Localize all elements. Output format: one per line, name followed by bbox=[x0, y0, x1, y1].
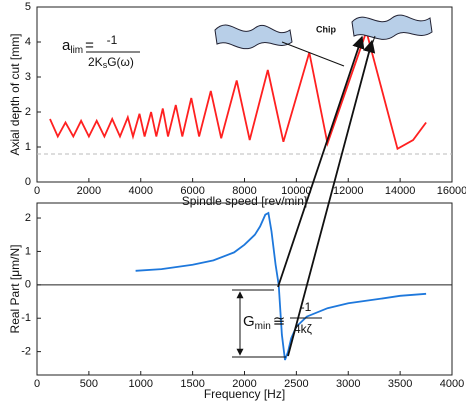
x-tick-label: 10000 bbox=[281, 185, 312, 197]
x-tick-label: 14000 bbox=[385, 185, 416, 197]
y-tick-label: 3 bbox=[25, 71, 31, 83]
y-tick-label: -2 bbox=[21, 346, 31, 358]
y-tick-label: 2 bbox=[25, 106, 31, 118]
denominator-part: 2K bbox=[88, 55, 103, 69]
formula-subscript: lim bbox=[70, 45, 83, 56]
formula-symbol: G bbox=[243, 313, 255, 330]
y-tick-label: 2 bbox=[25, 212, 31, 224]
x-tick-label: 1000 bbox=[129, 378, 153, 390]
y-axis-title: Real Part [μm/N] bbox=[8, 245, 22, 334]
formula-numerator: -1 bbox=[301, 300, 312, 314]
x-tick-label: 0 bbox=[34, 378, 40, 390]
x-tick-label: 2500 bbox=[284, 378, 308, 390]
formula-equals: = bbox=[85, 37, 94, 54]
data-line bbox=[49, 28, 427, 151]
formula: Gmin ≅ bbox=[243, 313, 285, 332]
x-axis-title: Frequency [Hz] bbox=[204, 387, 285, 401]
x-tick-label: 8000 bbox=[232, 185, 256, 197]
x-tick-label: 2000 bbox=[232, 378, 256, 390]
x-tick-label: 3500 bbox=[388, 378, 412, 390]
x-tick-label: 1500 bbox=[180, 378, 204, 390]
denominator-part: s bbox=[103, 60, 108, 70]
x-axis-title: Spindle speed [rev/min] bbox=[182, 194, 307, 208]
y-tick-label: 1 bbox=[25, 245, 31, 257]
x-tick-label: 6000 bbox=[180, 185, 204, 197]
y-tick-label: 5 bbox=[25, 1, 31, 13]
x-tick-label: 500 bbox=[80, 378, 98, 390]
plot-frame bbox=[36, 202, 453, 376]
formula-numerator: -1 bbox=[107, 33, 118, 47]
y-axis-title: Axial depth of cut [mm] bbox=[8, 33, 22, 155]
y-tick-label: 0 bbox=[25, 176, 31, 188]
y-tick-label: -1 bbox=[21, 312, 31, 324]
chip-shape bbox=[214, 24, 293, 50]
x-tick-label: 0 bbox=[34, 185, 40, 197]
x-tick-label: 3000 bbox=[336, 378, 360, 390]
chip-shape bbox=[351, 14, 433, 40]
x-tick-label: 4000 bbox=[440, 378, 464, 390]
arrow bbox=[277, 35, 365, 288]
y-tick-label: 4 bbox=[25, 36, 31, 48]
y-tick-label: 1 bbox=[25, 141, 31, 153]
denominator-part: 4kζ bbox=[294, 322, 313, 336]
formula-denominator: 2KsG(ω) bbox=[88, 55, 134, 70]
data-line bbox=[135, 211, 427, 361]
formula-subscript: min bbox=[255, 321, 271, 332]
x-tick-label: 12000 bbox=[333, 185, 364, 197]
denominator-part: G(ω) bbox=[107, 55, 134, 69]
annotation: Chip bbox=[316, 24, 336, 34]
charts: 0 2000 4000 6000 8000 10000 12000 14000 16000012… bbox=[8, 1, 466, 401]
x-tick-label: 4000 bbox=[129, 185, 153, 197]
pointer-line bbox=[281, 41, 345, 67]
formula-symbol: a bbox=[62, 37, 71, 54]
x-tick-label: 16000 bbox=[437, 185, 466, 197]
formula: alim = bbox=[62, 37, 94, 56]
arrow bbox=[287, 39, 376, 357]
formula-equals: ≅ bbox=[273, 313, 286, 330]
formula-denominator: 4kζ bbox=[294, 322, 313, 336]
x-tick-label: 2000 bbox=[77, 185, 101, 197]
y-tick-label: 0 bbox=[25, 279, 31, 291]
